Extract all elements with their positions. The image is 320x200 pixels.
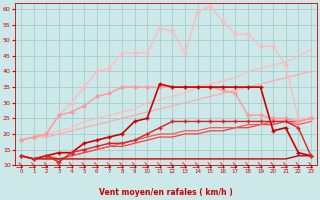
X-axis label: Vent moyen/en rafales ( km/h ): Vent moyen/en rafales ( km/h ) (99, 188, 233, 197)
